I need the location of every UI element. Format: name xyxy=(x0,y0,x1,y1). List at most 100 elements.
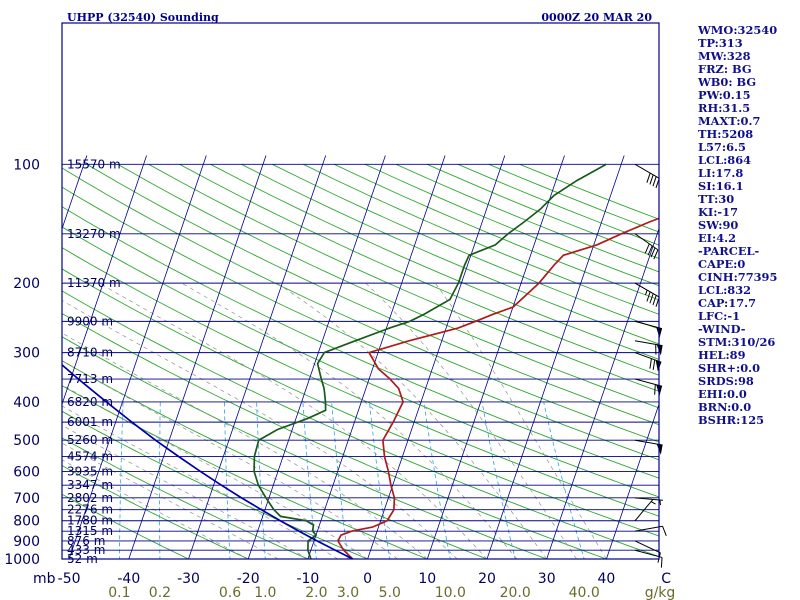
temperature-tick-label: 10 xyxy=(418,571,436,587)
dry-adiabat-line xyxy=(241,163,659,345)
wind-barb xyxy=(634,163,660,189)
height-label: 3347 m xyxy=(67,478,113,492)
moist-adiabat-line xyxy=(62,442,279,559)
barb-full-flag xyxy=(650,247,656,258)
dry-adiabat-line xyxy=(179,163,659,376)
temperature-tick-label: 40 xyxy=(597,571,615,587)
dry-adiabat-line xyxy=(272,163,659,330)
mixing-ratio-line xyxy=(369,401,391,559)
index-line: BSHR:125 xyxy=(698,413,765,427)
index-line: WB0: BG xyxy=(698,75,757,89)
barb-staff xyxy=(634,340,663,347)
wind-barb xyxy=(634,497,663,506)
dry-adiabat-line xyxy=(62,167,659,443)
barb-staff xyxy=(634,439,663,446)
index-line: -WIND- xyxy=(698,322,746,336)
moist-adiabat-line xyxy=(99,282,488,559)
temperature-tick-label: C xyxy=(661,571,671,587)
isotherm-line xyxy=(188,155,327,559)
height-label: 5260 m xyxy=(67,433,113,447)
chart-title: UHPP (32540) Sounding xyxy=(67,11,219,24)
pressure-tick-label: 400 xyxy=(13,395,40,411)
height-label: 11370 m xyxy=(67,276,121,290)
dry-adiabat-line xyxy=(86,163,659,426)
mixing-ratio-line xyxy=(256,401,266,559)
moist-adiabat-line xyxy=(435,282,607,559)
barb-staff xyxy=(634,320,663,330)
pressure-tick-label: 200 xyxy=(13,276,40,292)
mixing-ratio-label: g/kg xyxy=(645,585,676,600)
wind-barb xyxy=(634,439,663,455)
isotherm-line xyxy=(62,155,88,230)
isotherm-line xyxy=(62,155,147,406)
barb-full-flag xyxy=(649,174,654,185)
dry-adiabat-line xyxy=(62,360,489,559)
dry-adiabat-line xyxy=(62,336,548,559)
index-line: SW:90 xyxy=(698,218,739,232)
barb-staff xyxy=(634,498,654,522)
index-line: CAPE:0 xyxy=(698,257,746,271)
mixing-ratio-label: 20.0 xyxy=(500,585,531,600)
barb-staff xyxy=(634,540,661,554)
dry-adiabat-line xyxy=(62,437,310,559)
height-label: 2276 m xyxy=(67,503,113,517)
barb-full-flag xyxy=(652,176,657,187)
wind-barb xyxy=(634,352,662,372)
moist-adiabat-line xyxy=(365,282,577,559)
index-line: PW:0.15 xyxy=(698,88,751,102)
temperature-tick-label: -20 xyxy=(237,571,260,587)
index-line: TT:30 xyxy=(698,192,735,206)
wind-barb xyxy=(634,233,659,260)
index-line: EI:4.2 xyxy=(698,231,737,245)
barb-staff xyxy=(634,378,663,387)
wind-barb xyxy=(634,498,656,522)
barb-staff xyxy=(634,233,659,251)
pressure-tick-label: 600 xyxy=(13,464,40,480)
index-line: STM:310/26 xyxy=(698,335,776,349)
pressure-tick-label: 500 xyxy=(13,433,40,449)
pressure-tick-label: 100 xyxy=(13,157,40,173)
mixing-ratio-label: 1.0 xyxy=(254,585,276,600)
barb-full-flag xyxy=(652,359,656,370)
index-line: KI:-17 xyxy=(698,205,739,219)
index-line: TP:313 xyxy=(698,36,743,50)
barb-full-flag xyxy=(646,172,651,183)
index-line: LCL:832 xyxy=(698,283,752,297)
height-label: 6001 m xyxy=(67,415,113,429)
index-line: LI:17.8 xyxy=(698,166,744,180)
height-label: 7713 m xyxy=(67,372,113,386)
temperature-tick-label: -40 xyxy=(117,571,140,587)
mixing-ratio-label: 0.1 xyxy=(108,585,130,600)
moist-adiabat-line xyxy=(62,360,398,559)
pressure-tick-label: 1000 xyxy=(4,552,40,568)
mixing-ratio-line xyxy=(331,401,349,559)
mixing-ratio-label: 10.0 xyxy=(435,585,466,600)
isotherm-line xyxy=(486,155,625,559)
dewpoint-profile-line xyxy=(253,163,607,559)
mixing-ratio-line xyxy=(119,401,124,559)
dry-adiabat-line xyxy=(210,163,659,360)
dry-adiabat-line xyxy=(62,493,190,559)
index-line: RH:31.5 xyxy=(698,101,751,115)
index-line: BRN:0.0 xyxy=(698,400,752,414)
height-label: 9900 m xyxy=(67,314,113,328)
pressure-tick-label: 300 xyxy=(13,346,40,362)
barb-half-flag xyxy=(659,499,661,506)
index-line: LCL:864 xyxy=(698,153,752,167)
dry-adiabat-line xyxy=(62,465,250,559)
barb-pennant xyxy=(656,344,663,356)
temperature-tick-label: 20 xyxy=(478,571,496,587)
pressure-tick-label: 900 xyxy=(13,534,40,550)
height-label: 52 m xyxy=(67,552,98,566)
index-line: CAP:17.7 xyxy=(698,296,757,310)
index-line: MW:328 xyxy=(698,49,751,63)
mixing-ratio-line xyxy=(302,401,317,559)
dry-adiabat-line xyxy=(148,163,659,392)
height-label: 13270 m xyxy=(67,227,121,241)
mixing-ratio-label: 0.2 xyxy=(149,585,171,600)
height-label: 3935 m xyxy=(67,464,113,478)
index-line: SRDS:98 xyxy=(698,374,754,388)
temperature-profile-line xyxy=(336,217,659,559)
temperature-tick-label: 0 xyxy=(363,571,372,587)
